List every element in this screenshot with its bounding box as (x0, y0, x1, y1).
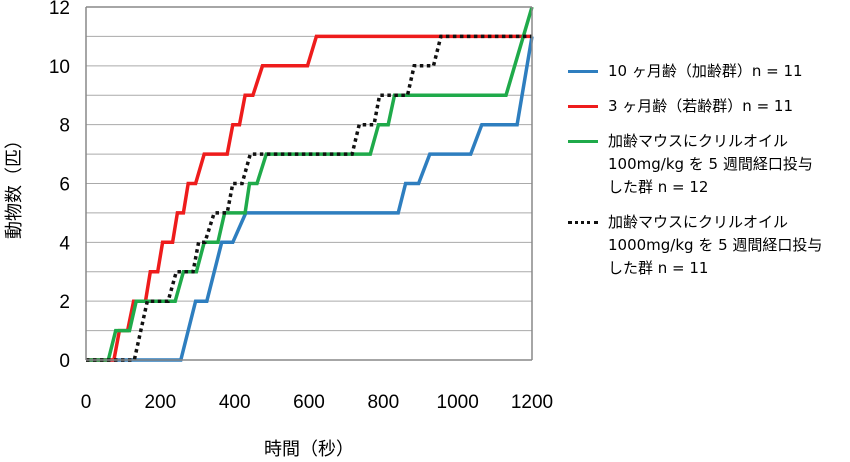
legend-label: 加齢マウスにクリルオイル 100mg/kg を 5 週間経口投与 した群 n =… (608, 132, 813, 196)
y-tick-label: 2 (59, 292, 70, 313)
legend-swatch (568, 221, 598, 224)
legend-swatch (568, 105, 598, 108)
legend-item-4: 加齢マウスにクリルオイル 1000mg/kg を 5 週間経口投与 した群 n … (568, 211, 848, 280)
y-tick-label: 0 (59, 351, 70, 372)
legend-label: 10 ヶ月齢（加齢群）n = 11 (608, 62, 803, 80)
legend-item-3: 加齢マウスにクリルオイル 100mg/kg を 5 週間経口投与 した群 n =… (568, 130, 848, 199)
grid-lines (86, 35, 532, 332)
series-line-4 (86, 34, 532, 362)
x-tick-label: 200 (144, 392, 176, 413)
y-tick-label: 4 (59, 233, 70, 254)
y-tick-label: 12 (49, 0, 70, 19)
y-tick-label: 8 (59, 116, 70, 137)
legend: 10 ヶ月齢（加齢群）n = 11 3 ヶ月齢（若齢群）n = 11 加齢マウスにク… (568, 60, 848, 292)
axes (85, 6, 533, 361)
x-axis-label: 時間（秒） (264, 439, 354, 460)
series-line-1 (86, 36, 534, 362)
x-tick-label: 600 (293, 392, 325, 413)
y-axis-label: 動物数（匹） (4, 131, 25, 239)
y-tick-label: 6 (59, 175, 70, 196)
y-tick-label: 10 (49, 57, 70, 78)
x-tick-label: 1200 (511, 392, 553, 413)
series-lines (86, 6, 534, 362)
legend-label: 加齢マウスにクリルオイル 1000mg/kg を 5 週間経口投与 した群 n … (608, 213, 823, 277)
legend-swatch (568, 70, 598, 73)
legend-item-2: 3 ヶ月齢（若齢群）n = 11 (568, 95, 848, 118)
tick-labels: 0 200 400 600 800 1000 1200 0 2 4 6 8 10 12 (49, 0, 553, 413)
x-tick-label: 800 (367, 392, 399, 413)
x-tick-label: 1000 (437, 392, 479, 413)
legend-swatch (568, 140, 598, 143)
series-line-2 (86, 34, 532, 362)
x-tick-label: 400 (219, 392, 251, 413)
legend-item-1: 10 ヶ月齢（加齢群）n = 11 (568, 60, 848, 83)
legend-label: 3 ヶ月齢（若齢群）n = 11 (608, 97, 794, 115)
x-tick-label: 0 (81, 392, 92, 413)
